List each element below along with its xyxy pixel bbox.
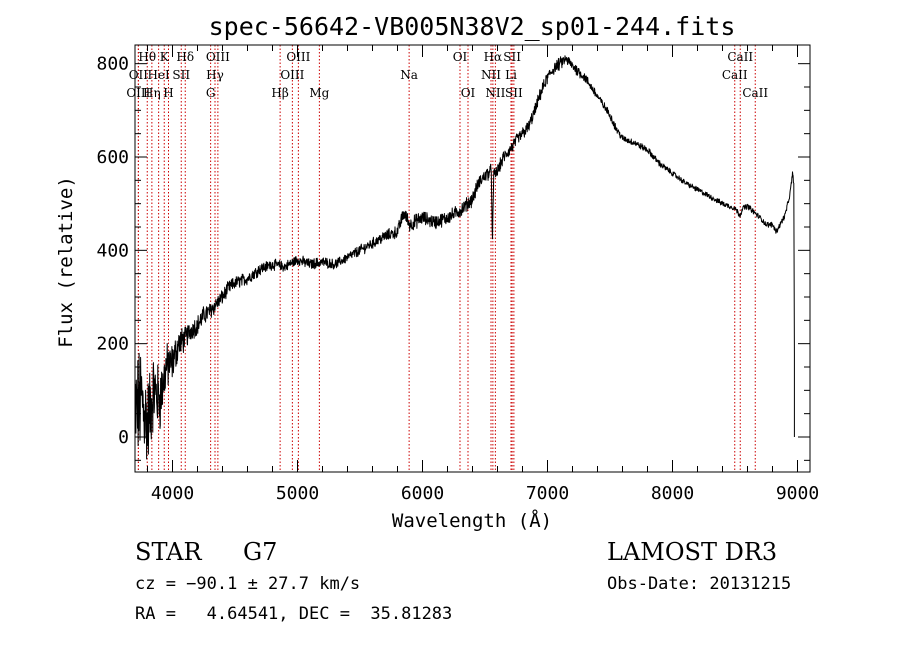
spectral-subclass: G7 xyxy=(243,538,278,566)
y-tick-label: 400 xyxy=(96,240,129,261)
survey-release: LAMOST DR3 xyxy=(607,538,778,566)
y-axis-label: Flux (relative) xyxy=(55,176,77,348)
spectral-line-label: OIII xyxy=(126,86,150,100)
spectral-line-label: OII xyxy=(129,68,149,82)
x-axis-label: Wavelength (Å) xyxy=(392,509,552,532)
y-tick-label: 800 xyxy=(96,54,129,75)
spectral-line-label: Hγ xyxy=(206,68,224,82)
spectral-line-label: Li xyxy=(505,68,517,82)
spectral-line-label: Hη xyxy=(143,86,161,100)
spectral-line-label: Hδ xyxy=(176,50,194,64)
y-axis: 0 200 400 600 800 xyxy=(96,54,810,461)
spectral-line-markers xyxy=(137,45,756,472)
x-tick-label: 6000 xyxy=(401,483,444,504)
redshift-velocity: cz = −90.1 ± 27.7 km/s xyxy=(135,574,361,594)
spectral-line-label: HeI xyxy=(147,68,170,82)
spectral-line-label: SII xyxy=(172,68,190,82)
spectral-line-label: NII xyxy=(485,86,505,100)
spectral-line-label: OIII xyxy=(280,68,304,82)
spectral-line-label: H xyxy=(163,86,173,100)
sky-coordinates: RA = 4.64541, DEC = 35.81283 xyxy=(135,604,453,624)
series-layer xyxy=(134,55,795,460)
spectral-line-label: OIII xyxy=(286,50,310,64)
y-tick-label: 600 xyxy=(96,147,129,168)
flux-series-line xyxy=(134,55,795,460)
spectral-line-label: Hα xyxy=(484,50,503,64)
spectral-line-label: OIII xyxy=(206,50,230,64)
spectral-line-label: G xyxy=(206,86,216,100)
spectral-line-label: CaII xyxy=(722,68,748,82)
y-tick-label: 200 xyxy=(96,334,129,355)
y-tick-label: 0 xyxy=(118,427,129,448)
x-axis: 4000 5000 6000 7000 8000 9000 xyxy=(147,45,819,504)
x-tick-label: 7000 xyxy=(526,483,569,504)
spectral-line-label: NII xyxy=(481,68,501,82)
plot-frame xyxy=(134,44,811,473)
spectral-line-label: OI xyxy=(461,86,476,100)
spectral-line-label: Hβ xyxy=(271,86,288,100)
spectral-line-label: K xyxy=(160,50,170,64)
spectral-line-label: Na xyxy=(400,68,418,82)
object-class: STAR xyxy=(135,538,202,566)
spectral-line-label: Mg xyxy=(309,86,329,100)
x-tick-label: 9000 xyxy=(776,483,819,504)
spectral-line-label: SII xyxy=(505,86,523,100)
x-tick-label: 5000 xyxy=(276,483,319,504)
observation-date: Obs-Date: 20131215 xyxy=(607,574,792,594)
x-tick-label: 4000 xyxy=(151,483,194,504)
x-tick-label: 8000 xyxy=(651,483,694,504)
spectral-line-label: SII xyxy=(503,50,521,64)
spectral-line-label: Hθ xyxy=(138,50,156,64)
spectral-line-label: OI xyxy=(453,50,468,64)
spectral-line-label: CaII xyxy=(742,86,768,100)
spectral-line-label: CaII xyxy=(727,50,753,64)
chart-title: spec-56642-VB005N38V2_sp01-244.fits xyxy=(209,12,736,41)
